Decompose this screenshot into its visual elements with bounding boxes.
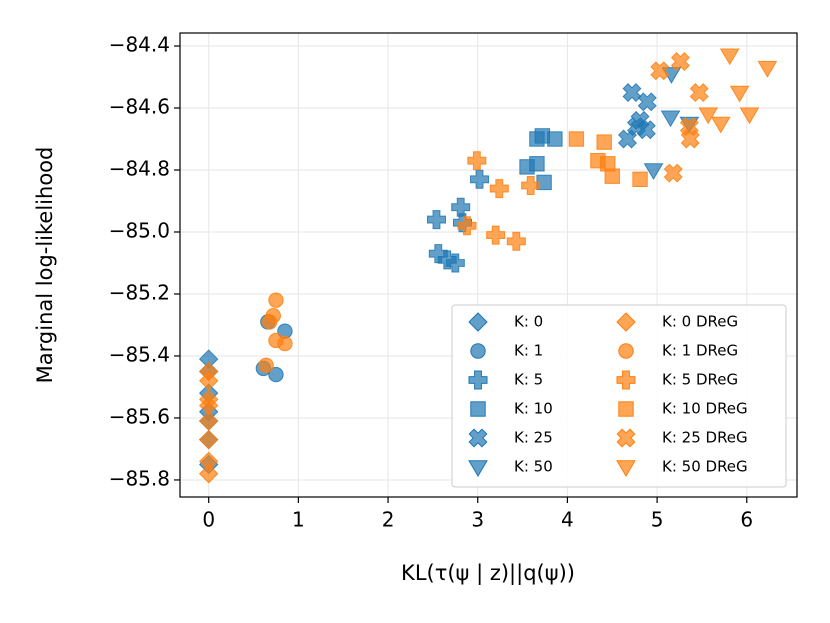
point: [198, 429, 219, 450]
point: [258, 357, 274, 373]
legend-label: K: 10 DReG: [662, 400, 748, 418]
legend-label: K: 25 DReG: [662, 429, 748, 447]
legend-marker: [618, 343, 634, 359]
point: [739, 107, 760, 125]
point: [489, 179, 509, 199]
point: [457, 216, 477, 236]
x-tick-label: 1: [292, 508, 305, 532]
x-tick-label: 4: [561, 508, 574, 532]
point: [643, 163, 664, 180]
point: [637, 92, 657, 112]
point: [757, 60, 778, 78]
y-tick-label: −84.4: [109, 33, 170, 57]
point: [486, 225, 506, 245]
point: [261, 314, 278, 330]
plot-frame: [179, 32, 798, 498]
y-tick-label: −85.0: [109, 218, 170, 242]
x-tick-label: 0: [202, 508, 215, 532]
y-tick-label: −85.2: [109, 280, 170, 304]
point: [568, 131, 585, 147]
point: [521, 175, 541, 195]
legend-label: K: 25: [514, 429, 553, 447]
point: [604, 168, 620, 184]
legend-marker: [468, 428, 488, 448]
x-tick-label: 2: [382, 508, 395, 532]
point: [445, 253, 465, 273]
point: [650, 61, 670, 81]
point: [506, 231, 526, 251]
point: [529, 156, 545, 172]
point: [719, 48, 740, 66]
legend-marker: [468, 312, 488, 332]
point: [426, 210, 446, 230]
legend-label: K: 5 DReG: [662, 371, 738, 389]
y-tick-label: −84.6: [109, 95, 170, 119]
legend-marker: [468, 460, 488, 477]
point: [698, 107, 719, 125]
y-axis-label: Marginal log-likelihood: [33, 147, 57, 384]
legend-marker: [618, 401, 634, 417]
legend-box: [451, 304, 787, 488]
legend-marker: [616, 370, 636, 390]
y-tick-label: −85.4: [109, 342, 170, 366]
point: [277, 335, 293, 352]
point: [618, 129, 637, 149]
legend-label: K: 1: [514, 342, 543, 360]
x-tick-label: 5: [651, 508, 664, 532]
point: [670, 52, 690, 72]
legend-label: K: 1 DReG: [662, 342, 738, 360]
legend-marker: [616, 312, 636, 332]
legend-label: K: 0: [514, 313, 543, 331]
point: [660, 110, 681, 128]
y-tick-label: −84.8: [109, 156, 170, 180]
x-tick-label: 6: [740, 508, 753, 532]
point: [547, 131, 563, 147]
legend-marker: [470, 401, 486, 417]
legend-label: K: 5: [514, 371, 543, 389]
x-axis-label: KL(τ(ψ | z)||q(ψ)): [401, 561, 575, 586]
legend-marker: [616, 428, 636, 448]
point: [689, 83, 709, 103]
point: [470, 169, 490, 189]
point: [632, 171, 648, 187]
point: [467, 151, 487, 171]
y-tick-label: −85.6: [109, 404, 170, 428]
point: [596, 134, 612, 150]
legend-label: K: 10: [514, 400, 553, 418]
point: [729, 85, 750, 103]
legend-marker: [470, 343, 486, 359]
legend-label: K: 0 DReG: [662, 313, 738, 331]
legend-label: K: 50: [514, 458, 553, 476]
x-tick-label: 3: [471, 508, 484, 532]
legend-marker: [468, 370, 488, 390]
point: [268, 366, 284, 383]
y-tick-label: −85.8: [109, 466, 170, 490]
point: [663, 163, 683, 183]
point: [680, 129, 700, 149]
legend-label: K: 50 DReG: [662, 458, 748, 476]
point: [710, 116, 731, 134]
point: [198, 464, 219, 484]
point: [636, 120, 656, 140]
point: [622, 83, 642, 103]
point: [268, 292, 284, 308]
legend-marker: [616, 460, 636, 477]
